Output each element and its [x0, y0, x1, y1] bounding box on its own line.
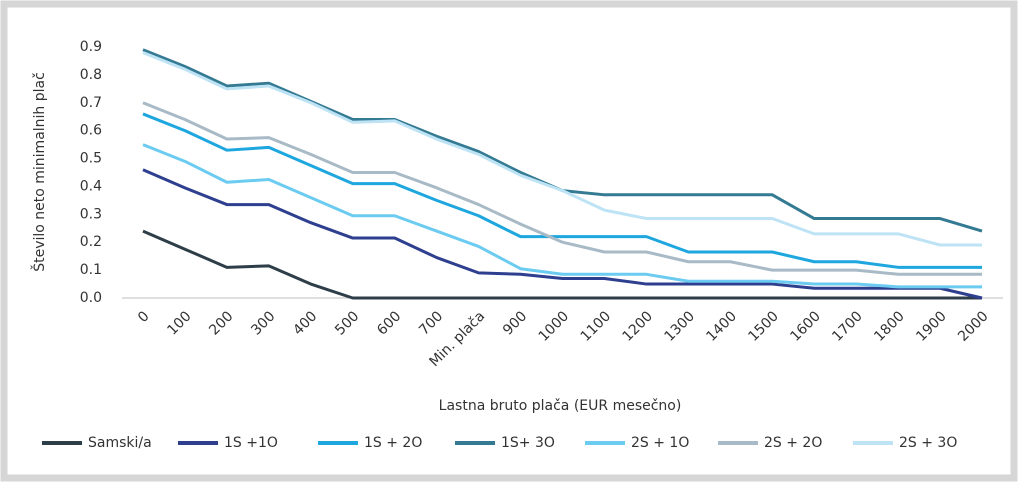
legend-label: 2S + 3O — [899, 435, 957, 451]
x-tick-label: 500 — [332, 308, 362, 338]
x-tick-label: 200 — [206, 308, 236, 338]
x-tick-label: 2000 — [955, 308, 992, 345]
x-tick-label: 1800 — [871, 308, 908, 345]
x-tick-label: 700 — [416, 308, 446, 338]
legend-label: 1S +1O — [224, 435, 278, 451]
y-tick-label: 0.6 — [80, 123, 102, 139]
legend-label: 2S + 1O — [631, 435, 689, 451]
x-axis-title: Lastna bruto plača (EUR mesečno) — [439, 398, 682, 414]
series-line — [142, 101, 983, 276]
x-tick-label: 400 — [290, 308, 320, 338]
x-tick-label: 1200 — [620, 308, 657, 345]
x-tick-label: 1000 — [536, 308, 573, 345]
series-line — [142, 168, 983, 300]
series-line — [142, 51, 983, 247]
y-tick-label: 0.7 — [80, 95, 102, 111]
legend-label: Samski/a — [88, 435, 152, 451]
series-line — [142, 112, 983, 269]
x-tick-label: 100 — [164, 308, 194, 338]
series-line — [142, 229, 983, 300]
series-line — [142, 143, 983, 289]
x-tick-label: 300 — [248, 308, 278, 338]
y-tick-label: 0.8 — [80, 67, 102, 83]
x-tick-label: 1300 — [661, 308, 698, 345]
legend-label: 1S + 2O — [364, 435, 422, 451]
legend-label: 1S+ 3O — [501, 435, 555, 451]
y-tick-label: 0.9 — [80, 39, 102, 55]
x-tick-label: 900 — [500, 308, 530, 338]
y-tick-label: 0.0 — [80, 290, 102, 306]
y-tick-label: 0.1 — [80, 262, 102, 278]
y-tick-label: 0.4 — [80, 178, 102, 194]
y-tick-label: 0.2 — [80, 234, 102, 250]
x-tick-label: 0 — [135, 308, 153, 326]
x-tick-label: 1500 — [745, 308, 782, 345]
x-tick-label: 1100 — [578, 308, 615, 345]
x-tick-label: 1900 — [913, 308, 950, 345]
y-tick-label: 0.5 — [80, 151, 102, 167]
x-tick-label: 1700 — [829, 308, 866, 345]
x-tick-label: 600 — [374, 308, 404, 338]
x-tick-label: 1600 — [787, 308, 824, 345]
y-tick-label: 0.3 — [80, 206, 102, 222]
x-tick-label: 1400 — [703, 308, 740, 345]
legend-label: 2S + 2O — [764, 435, 822, 451]
y-axis-title: Število neto minimalnih plač — [30, 72, 48, 272]
